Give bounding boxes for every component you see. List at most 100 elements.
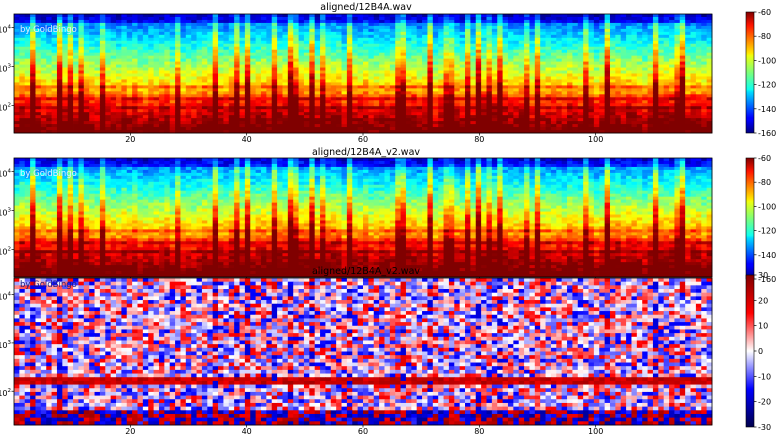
heatmap-cell	[277, 31, 283, 36]
heatmap-cell	[679, 67, 686, 71]
heatmap-cell	[67, 76, 74, 80]
heatmap-cell	[239, 58, 246, 63]
heatmap-cell	[158, 16, 165, 21]
heatmap-cell	[534, 46, 541, 51]
heatmap-cell	[260, 76, 267, 80]
heatmap-cell	[556, 82, 563, 86]
heatmap-cell	[701, 115, 708, 119]
heatmap-cell	[212, 58, 219, 63]
heatmap-cell	[363, 52, 369, 57]
heatmap-cell	[250, 16, 257, 21]
heatmap-cell	[105, 76, 112, 80]
heatmap-cell	[40, 109, 47, 113]
heatmap-cell	[486, 16, 493, 21]
heatmap-cell	[507, 58, 514, 63]
heatmap-cell	[529, 14, 536, 18]
heatmap-cell	[524, 85, 530, 89]
heatmap-cell	[56, 115, 63, 119]
heatmap-cell	[529, 121, 536, 125]
heatmap-cell	[73, 76, 79, 80]
heatmap-cell	[148, 115, 154, 119]
heatmap-cell	[373, 97, 380, 101]
heatmap-cell	[287, 46, 294, 51]
heatmap-cell	[110, 112, 117, 116]
heatmap-cell	[438, 31, 444, 36]
heatmap-cell	[14, 52, 20, 57]
heatmap-cell	[685, 14, 691, 18]
heatmap-cell	[518, 100, 525, 104]
heatmap-cell	[674, 109, 681, 113]
heatmap-cell	[674, 25, 681, 30]
heatmap-cell	[303, 73, 310, 77]
heatmap-cell	[293, 85, 299, 89]
heatmap-cell	[422, 91, 428, 95]
heatmap-cell	[534, 64, 541, 68]
heatmap-cell	[593, 124, 600, 128]
heatmap-cell	[73, 109, 79, 113]
heatmap-cell	[395, 79, 401, 83]
panel-title: aligned/12B4A.wav	[320, 2, 412, 13]
heatmap-cell	[201, 70, 208, 74]
heatmap-cell	[363, 25, 369, 30]
heatmap-cell	[314, 40, 321, 45]
heatmap-cell	[475, 82, 482, 86]
heatmap-cell	[411, 58, 418, 63]
heatmap-cell	[89, 91, 95, 95]
heatmap-cell	[491, 100, 498, 104]
heatmap-cell	[620, 100, 627, 104]
spectrogram-panel-1: aligned/12B4A.wav by GoldBingo 104 103 1…	[0, 2, 776, 144]
heatmap-cell	[556, 25, 563, 30]
heatmap-cell	[346, 52, 353, 57]
heatmap-cell	[454, 118, 461, 122]
heatmap-cell	[266, 16, 273, 21]
heatmap-cell	[669, 49, 675, 54]
heatmap-cell	[507, 79, 514, 83]
heatmap-cell	[35, 52, 42, 57]
heatmap-cell	[158, 115, 165, 119]
heatmap-cell	[416, 34, 423, 39]
heatmap-cell	[330, 49, 337, 54]
heatmap-cell	[30, 22, 36, 27]
heatmap-cell	[599, 31, 606, 36]
heatmap-cell	[599, 46, 606, 51]
heatmap-cell	[126, 40, 133, 45]
heatmap-cell	[320, 14, 326, 18]
heatmap-cell	[556, 76, 563, 80]
heatmap-cell	[631, 58, 638, 63]
heatmap-cell	[121, 112, 128, 116]
heatmap-cell	[250, 118, 257, 122]
heatmap-cell	[40, 40, 47, 45]
heatmap-cell	[561, 100, 568, 104]
heatmap-cell	[593, 100, 600, 104]
heatmap-cell	[137, 79, 144, 83]
heatmap-cell	[132, 82, 138, 86]
heatmap-cell	[196, 37, 203, 42]
heatmap-cell	[481, 124, 487, 128]
heatmap-cell	[180, 49, 187, 54]
heatmap-cell	[180, 100, 187, 104]
heatmap-cell	[690, 94, 697, 98]
heatmap-cell	[524, 16, 530, 21]
heatmap-cell	[529, 40, 536, 45]
heatmap-cell	[454, 88, 461, 92]
heatmap-cell	[604, 82, 611, 86]
heatmap-cell	[384, 34, 391, 39]
heatmap-cell	[545, 109, 552, 113]
heatmap-cell	[239, 91, 246, 95]
heatmap-cell	[475, 70, 482, 74]
heatmap-cell	[438, 115, 444, 119]
heatmap-cell	[89, 79, 95, 83]
heatmap-cell	[588, 28, 595, 33]
heatmap-cell	[518, 112, 525, 116]
heatmap-cell	[330, 46, 337, 51]
heatmap-cell	[83, 58, 90, 63]
heatmap-cell	[448, 34, 455, 39]
heatmap-cell	[389, 61, 396, 65]
heatmap-cell	[153, 64, 160, 68]
heatmap-cell	[701, 31, 708, 36]
heatmap-cell	[191, 85, 197, 89]
heatmap-cell	[201, 22, 208, 27]
heatmap-cell	[432, 64, 439, 68]
heatmap-cell	[266, 106, 273, 110]
heatmap-cell	[685, 124, 691, 128]
